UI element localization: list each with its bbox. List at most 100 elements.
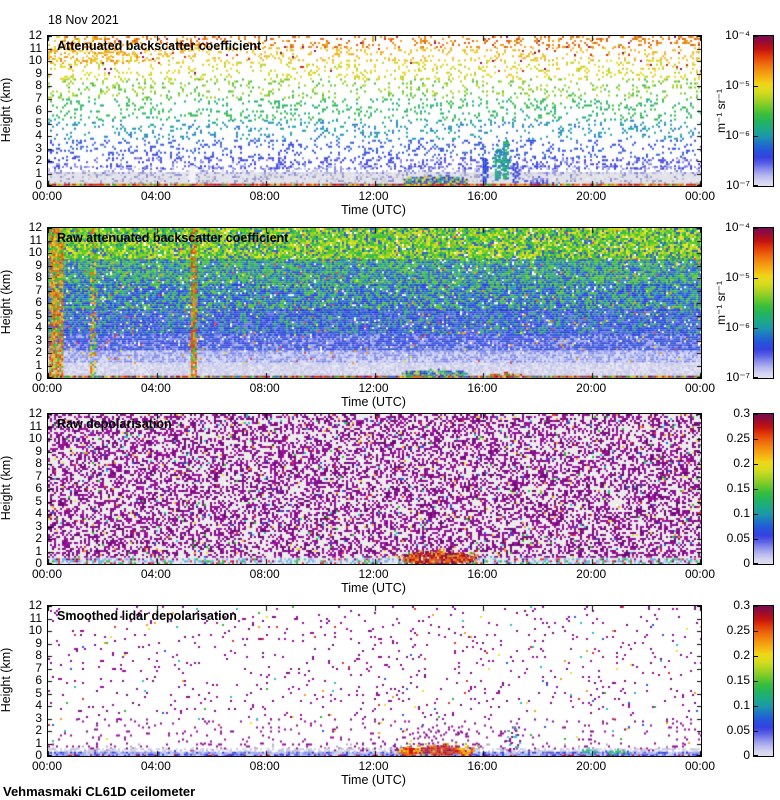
x-axis-label: Time (UTC)	[341, 395, 406, 409]
colorbar-tick-label: 0.3	[733, 406, 750, 420]
y-tick-label: 8	[35, 78, 42, 92]
x-tick-label: 08:00	[249, 567, 280, 581]
x-tick-label: 04:00	[140, 567, 171, 581]
y-tick-label: 10	[28, 623, 42, 637]
colorbar-tick-label: 0.15	[726, 673, 750, 687]
colorbar-tick-label: 10⁻⁴	[725, 220, 750, 234]
y-tick-label: 7	[35, 282, 42, 297]
y-tick-label: 8	[35, 270, 42, 284]
x-tick-label: 12:00	[358, 189, 389, 203]
colorbar-3: 0.3 0.25 0.2 0.15 0.1 0.05 0	[727, 407, 774, 570]
panel-title: Raw depolarisation	[57, 417, 172, 431]
panel-field-2	[48, 228, 701, 378]
y-tick-label: 10	[28, 431, 42, 445]
y-tick-label: 5	[35, 115, 42, 130]
colorbar-tick	[754, 278, 758, 279]
y-tick-label: 4	[35, 506, 42, 520]
x-tick-label: 16:00	[467, 381, 498, 395]
x-tick-label: 04:00	[140, 759, 171, 773]
y-tick-label: 1	[35, 357, 42, 372]
x-tick-label: 00:00	[31, 759, 63, 773]
y-tick-label: 0	[35, 370, 42, 384]
panel-title: Smoothed lidar depolarisation	[57, 609, 237, 623]
colorbar-tick	[754, 706, 758, 707]
plot-area-3: Raw depolarisation	[47, 413, 702, 565]
y-tick-label: 4	[35, 128, 42, 142]
x-tick-label: 00:00	[31, 189, 63, 203]
y-tick-label: 7	[35, 90, 42, 105]
x-tick-label: 16:00	[467, 567, 498, 581]
y-tick-label: 6	[35, 481, 42, 495]
panel-title: Raw attenuated backscatter coefficient	[57, 231, 289, 245]
x-tick-label: 16:00	[467, 189, 498, 203]
y-tick-label: 3	[35, 332, 42, 347]
colorbar-tick	[754, 464, 758, 465]
y-tick-label: 0	[35, 748, 42, 762]
x-tick-label: 16:00	[467, 759, 498, 773]
y-tick-label: 0	[35, 178, 42, 192]
y-tick-label: 2	[35, 153, 42, 167]
colorbar-tick-label: 0.3	[733, 598, 750, 612]
colorbar-tick-label: 0.1	[733, 698, 750, 712]
y-axis-label: Height (km)	[0, 77, 13, 143]
panel-attenuated-backscatter: Height (km) Attenuated backscatter coeff…	[0, 29, 774, 217]
colorbar-tick	[754, 606, 758, 607]
y-tick-label: 11	[29, 232, 42, 247]
y-tick-label: 3	[35, 710, 42, 725]
colorbar-tick	[754, 328, 758, 329]
panel-raw-depolarisation: Height (km) Raw depolarisation Time (UTC…	[0, 407, 774, 595]
panel-title: Attenuated backscatter coefficient	[57, 39, 262, 53]
x-tick-label: 04:00	[140, 189, 171, 203]
y-tick-label: 9	[35, 257, 42, 272]
colorbar-4: 0.3 0.25 0.2 0.15 0.1 0.05 0	[727, 599, 774, 762]
panel-field-4	[48, 606, 701, 756]
x-tick-label: 08:00	[249, 381, 280, 395]
panel-smoothed-depolarisation: Height (km) Smoothed lidar depolarisatio…	[0, 599, 774, 787]
colorbar-tick	[754, 228, 758, 229]
y-tick-label: 7	[35, 468, 42, 483]
y-tick-label: 3	[35, 518, 42, 533]
colorbar-tick	[754, 86, 758, 87]
colorbar-tick-label: 0.2	[733, 648, 750, 662]
x-tick-label: 08:00	[249, 759, 280, 773]
y-tick-label: 4	[35, 698, 42, 712]
x-axis-label: Time (UTC)	[341, 773, 406, 787]
x-axis-label: Time (UTC)	[341, 203, 406, 217]
y-tick-label: 1	[35, 735, 42, 750]
panel-raw-attenuated-backscatter: Height (km) Raw attenuated backscatter c…	[0, 221, 774, 409]
y-tick-label: 11	[29, 40, 42, 55]
colorbar-tick	[754, 414, 758, 415]
colorbar-tick	[754, 489, 758, 490]
y-tick-label: 2	[35, 345, 42, 359]
y-tick-label: 12	[28, 220, 42, 234]
colorbar-tick-label: 10⁻⁶	[725, 128, 750, 142]
colorbar-tick-label: 10⁻⁶	[725, 320, 750, 334]
y-tick-label: 1	[35, 543, 42, 558]
y-tick-label: 4	[35, 320, 42, 334]
colorbar-tick	[754, 514, 758, 515]
y-tick-label: 11	[29, 610, 42, 625]
y-tick-label: 6	[35, 103, 42, 117]
y-tick-label: 2	[35, 531, 42, 545]
colorbar-tick-label: 10⁻⁵	[725, 270, 750, 284]
y-tick-label: 10	[28, 53, 42, 67]
colorbar-tick-label: 0.05	[726, 531, 750, 545]
colorbar-tick-label: 10⁻⁷	[725, 178, 750, 192]
x-axis-label: Time (UTC)	[341, 581, 406, 595]
colorbar-tick-label: 0.25	[726, 431, 750, 445]
x-tick-label: 00:00	[31, 567, 63, 581]
x-tick-label: 00:00	[684, 567, 716, 581]
y-tick-label: 9	[35, 65, 42, 80]
y-tick-label: 8	[35, 456, 42, 470]
y-axis-label: Height (km)	[0, 269, 13, 335]
x-tick-label: 12:00	[358, 567, 389, 581]
y-tick-label: 0	[35, 556, 42, 570]
x-tick-label: 08:00	[249, 189, 280, 203]
x-tick-label: 20:00	[576, 567, 607, 581]
colorbar-tick	[754, 377, 758, 378]
colorbar-tick-label: 0.15	[726, 481, 750, 495]
y-tick-label: 12	[28, 28, 42, 42]
y-tick-label: 5	[35, 685, 42, 700]
colorbar-tick	[754, 136, 758, 137]
